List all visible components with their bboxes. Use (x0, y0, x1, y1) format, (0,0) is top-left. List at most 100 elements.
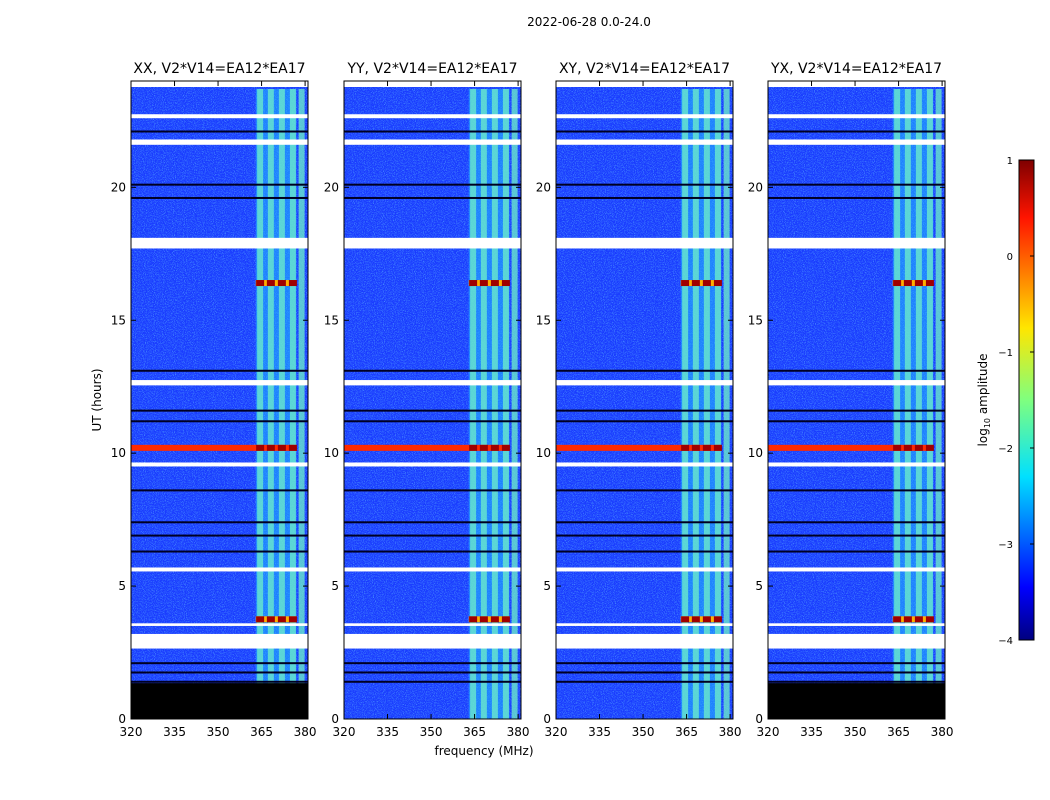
flare-core (893, 280, 902, 287)
flare-core (501, 280, 510, 287)
colorbar-label-rest: amplitude (976, 354, 990, 418)
x-tick-label: 380 (294, 725, 317, 739)
dark-row (768, 369, 945, 372)
panel-xy: XY, V2*V14=EA12*EA17 320 335 350 365 380 0 5 10 1… (536, 61, 742, 739)
dark-row (344, 534, 521, 537)
flagged-gap (768, 567, 945, 572)
flagged-gap (131, 380, 308, 386)
x-axis-label: frequency (MHz) (434, 744, 533, 758)
x-tick-label: 320 (757, 725, 780, 739)
flagged-gap (556, 380, 733, 386)
flare-event (344, 444, 510, 451)
dark-row (556, 671, 733, 674)
x-tick-label: 380 (507, 725, 530, 739)
dark-row (556, 130, 733, 133)
flare-core (490, 444, 499, 451)
y-tick-label: 20 (324, 180, 339, 194)
dark-row (768, 489, 945, 492)
dark-row (131, 550, 308, 553)
flare-core (490, 616, 499, 623)
dark-row (556, 662, 733, 665)
colorbar-label: log10 amplitude (976, 354, 992, 447)
flare-core (479, 444, 488, 451)
bright-channel (267, 89, 274, 719)
dark-row (131, 662, 308, 665)
flare-core (266, 444, 275, 451)
flagged-gap (344, 380, 521, 386)
x-tick-label: 350 (632, 725, 655, 739)
y-tick-label: 10 (111, 446, 126, 460)
flare-core (266, 616, 275, 623)
panel-title: YY, V2*V14=EA12*EA17 (346, 61, 517, 77)
colorbar-label-subscript: 10 (983, 418, 992, 428)
panel-frame (767, 80, 946, 720)
dark-row (344, 671, 521, 674)
flare-core (713, 280, 722, 287)
dark-row (344, 662, 521, 665)
flare-core (469, 616, 478, 623)
x-tick-label: 365 (463, 725, 486, 739)
bright-channel (470, 89, 477, 719)
flare-event (468, 280, 510, 287)
flagged-gap (768, 380, 945, 386)
bright-channel (278, 89, 285, 719)
flare-core (914, 616, 923, 623)
y-tick-label: 0 (331, 712, 339, 726)
flare-core (256, 280, 265, 287)
dark-row (131, 489, 308, 492)
flare-core (277, 616, 286, 623)
bright-channel (723, 89, 730, 719)
flare-event (680, 616, 722, 623)
panels-group: XX, V2*V14=EA12*EA17 320 335 350 365 380 0 5 10 1… (111, 61, 954, 739)
flare-event (468, 616, 510, 623)
flagged-gap (131, 623, 308, 626)
dark-row (131, 409, 308, 412)
flagged-gap (556, 462, 733, 467)
flare-core (702, 280, 711, 287)
flare-core (713, 444, 722, 451)
bright-channel (682, 89, 689, 719)
flagged-gap (556, 114, 733, 119)
dark-row (556, 196, 733, 199)
flare-core (925, 616, 934, 623)
y-tick-label: 10 (748, 446, 763, 460)
dark-row (556, 489, 733, 492)
early-blank-block (768, 683, 945, 719)
flare-event (131, 444, 297, 451)
blank-top (768, 81, 945, 87)
dark-row (768, 130, 945, 133)
colorbar-label-main: log (976, 428, 990, 446)
dark-row (768, 662, 945, 665)
bright-channel (926, 89, 933, 719)
dark-row (768, 550, 945, 553)
y-tick-label: 0 (543, 712, 551, 726)
dark-row (344, 130, 521, 133)
flare-core (479, 280, 488, 287)
dark-row (131, 521, 308, 524)
panel-xx: XX, V2*V14=EA12*EA17 320 335 350 365 380 0 5 10 1… (111, 61, 317, 739)
y-axis-label: UT (hours) (90, 368, 104, 431)
flare-event (768, 444, 934, 451)
flare-core (501, 616, 510, 623)
dark-row (344, 550, 521, 553)
dark-row (344, 369, 521, 372)
panel-frame (343, 80, 522, 720)
bright-channel (289, 89, 296, 719)
y-tick-label: 20 (536, 180, 551, 194)
flare-core (681, 280, 690, 287)
bright-channel (714, 89, 721, 719)
dark-row (344, 420, 521, 423)
flagged-gap (344, 462, 521, 467)
flare-core (893, 444, 902, 451)
flare-event (680, 280, 722, 287)
flare-core (914, 280, 923, 287)
dark-row (344, 196, 521, 199)
flare-core (256, 616, 265, 623)
flagged-gap (344, 633, 521, 649)
blank-top (344, 81, 521, 87)
x-tick-label: 350 (844, 725, 867, 739)
flagged-gap (344, 139, 521, 145)
dark-row (131, 680, 308, 683)
flare-event (892, 280, 934, 287)
flare-core (713, 616, 722, 623)
